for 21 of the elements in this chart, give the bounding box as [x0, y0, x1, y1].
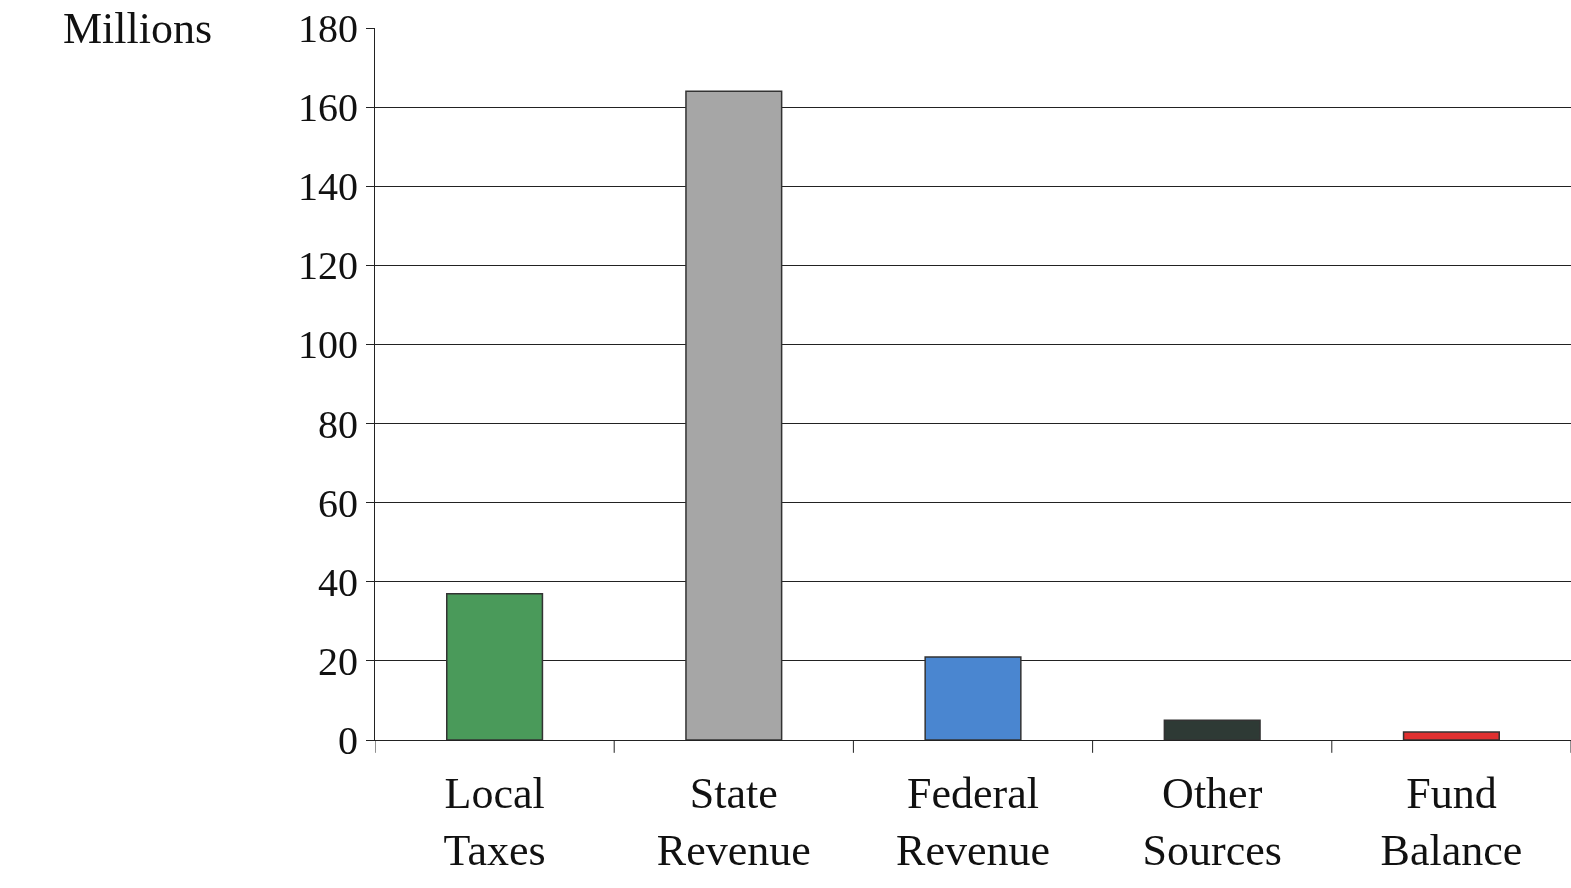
x-tick-label: Local Taxes — [443, 768, 546, 875]
y-tick-label: 140 — [298, 164, 358, 210]
y-tick-label: 100 — [298, 322, 358, 368]
y-tick-label: 120 — [298, 243, 358, 289]
y-tick-label: 40 — [318, 559, 358, 605]
x-tick-label: Other Sources — [1142, 768, 1282, 875]
x-tick-label: Federal Revenue — [896, 768, 1050, 875]
y-tick-label: 0 — [338, 718, 358, 763]
bar — [924, 656, 1022, 740]
bar — [446, 592, 544, 740]
x-tick-label: State Revenue — [656, 768, 811, 875]
y-tick-label: 80 — [318, 401, 358, 447]
y-tick-label: 60 — [318, 480, 358, 526]
bar — [685, 90, 783, 740]
y-axis-title: Millions — [63, 4, 213, 53]
y-tick-label: 20 — [318, 638, 358, 684]
bar — [1163, 719, 1261, 740]
y-tick-label: 180 — [298, 6, 358, 51]
y-tick-label: 160 — [298, 85, 358, 131]
bar — [1402, 731, 1500, 740]
x-tick-label: Fund Balance — [1380, 768, 1523, 875]
